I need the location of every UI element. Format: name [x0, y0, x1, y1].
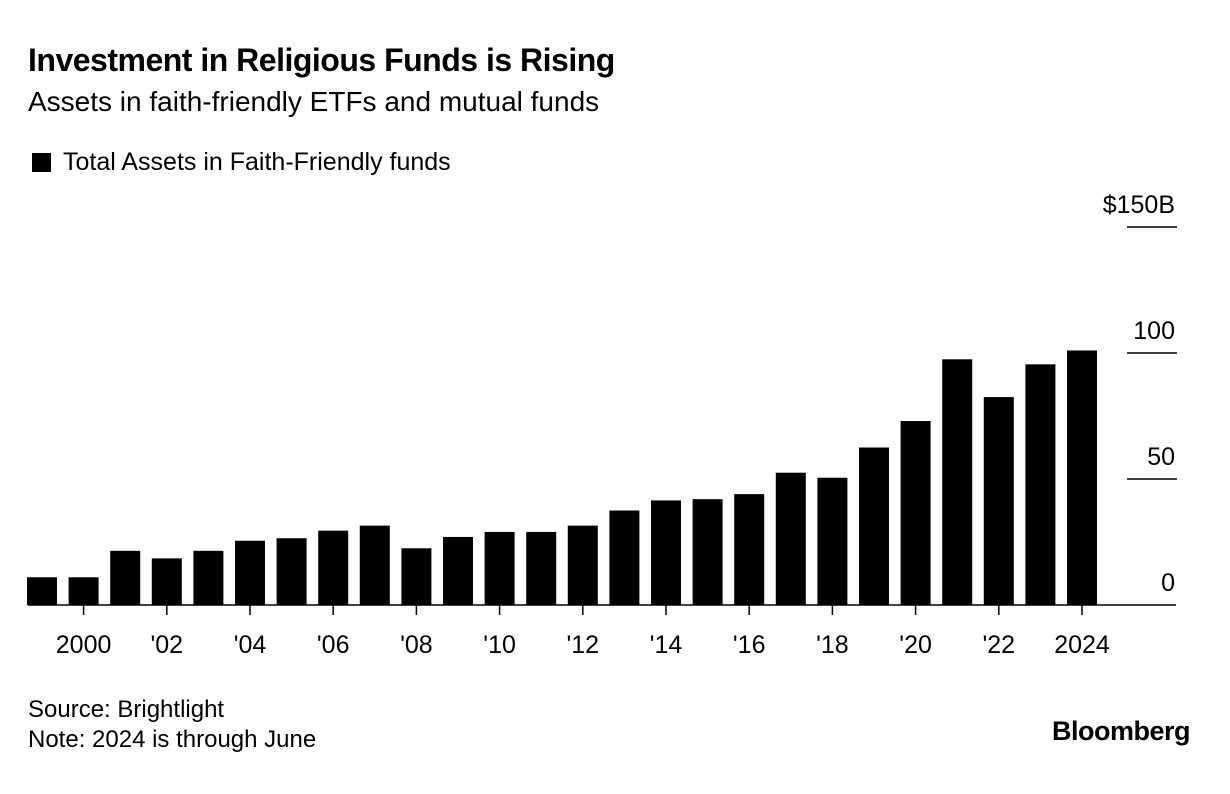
x-tick-label: '22	[983, 631, 1016, 659]
bar	[942, 359, 973, 605]
y-tick-label: 50	[1147, 443, 1175, 471]
footnote: Note: 2024 is through June	[28, 726, 317, 753]
bar	[1067, 350, 1097, 605]
bar	[110, 550, 141, 605]
x-tick-label: '14	[650, 631, 683, 659]
bar	[817, 477, 848, 605]
x-tick-label: '16	[733, 631, 766, 659]
bar	[276, 538, 307, 605]
bar	[859, 447, 889, 605]
bar	[983, 397, 1014, 605]
source-note: Source: Brightlight	[28, 696, 225, 723]
y-tick-label: $150B	[1103, 191, 1175, 219]
x-tick-label: 2000	[56, 631, 112, 659]
bar	[27, 577, 57, 605]
x-tick-label: '02	[151, 631, 184, 659]
bar	[609, 510, 640, 605]
chart-subtitle: Assets in faith-friendly ETFs and mutual…	[28, 86, 600, 117]
bar	[775, 472, 806, 605]
bar	[1025, 364, 1056, 605]
bar	[900, 421, 931, 605]
bar	[443, 536, 473, 605]
bar	[734, 494, 765, 605]
legend: Total Assets in Faith-Friendly funds	[32, 148, 451, 177]
x-tick-label: '18	[816, 631, 849, 659]
x-tick-label: '04	[234, 631, 267, 659]
bar	[484, 531, 515, 605]
bar	[235, 540, 265, 605]
x-tick-label: '12	[567, 631, 600, 659]
bar	[193, 550, 224, 605]
x-tick-label: '08	[400, 631, 433, 659]
bar	[151, 558, 182, 605]
x-tick-label: '10	[483, 631, 516, 659]
legend-swatch	[32, 153, 51, 172]
bar	[401, 548, 432, 605]
bar	[567, 525, 598, 605]
x-tick-label: '06	[317, 631, 350, 659]
legend-label: Total Assets in Faith-Friendly funds	[63, 148, 451, 176]
bar	[651, 500, 681, 605]
bloomberg-logo: Bloomberg	[1051, 716, 1191, 746]
bar	[526, 531, 557, 605]
bar	[359, 525, 390, 605]
bar	[68, 577, 99, 605]
x-tick-label: 2024	[1054, 631, 1110, 659]
bar	[692, 499, 723, 605]
chart-title: Investment in Religious Funds is Rising	[28, 42, 615, 78]
x-tick-label: '20	[899, 631, 932, 659]
bar	[318, 530, 349, 605]
y-tick-label: 100	[1133, 317, 1175, 345]
y-tick-label: 0	[1161, 569, 1175, 597]
